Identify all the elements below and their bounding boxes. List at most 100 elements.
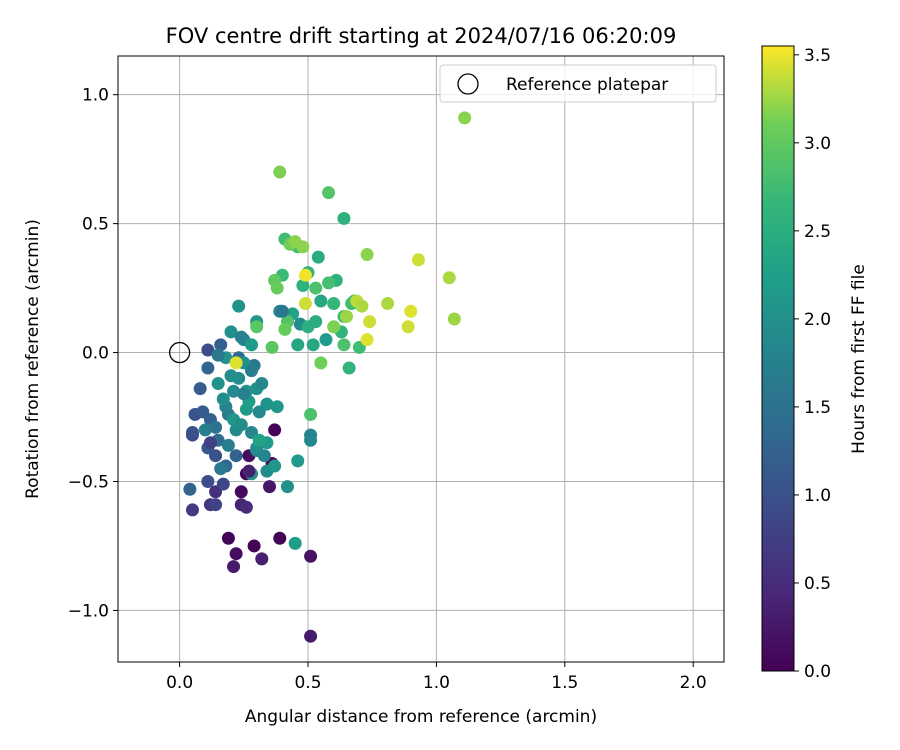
scatter-point — [342, 361, 356, 375]
scatter-point — [458, 111, 472, 125]
scatter-point — [211, 348, 225, 362]
scatter-point — [322, 276, 336, 290]
scatter-point — [273, 531, 287, 545]
scatter-point — [234, 485, 248, 499]
scatter-point — [227, 384, 241, 398]
legend: Reference platepar — [439, 64, 717, 103]
colorbar-label: Hours from first FF file — [849, 264, 869, 454]
scatter-point — [288, 536, 302, 550]
scatter-point — [247, 539, 261, 553]
scatter-point — [255, 376, 269, 390]
x-tick-label: 1.5 — [551, 673, 578, 693]
scatter-point — [442, 271, 456, 285]
x-tick-label: 1.0 — [423, 673, 450, 693]
scatter-point — [270, 400, 284, 414]
x-axis-ticks: 0.0 0.5 1.0 1.5 2.0 — [166, 662, 707, 693]
scatter-point — [275, 304, 289, 318]
scatter-point — [227, 560, 241, 574]
scatter-point — [404, 304, 418, 318]
scatter-point — [381, 297, 395, 311]
scatter-point — [209, 498, 223, 512]
scatter-point — [270, 281, 284, 295]
x-axis-label: Angular distance from reference (arcmin) — [245, 707, 597, 727]
scatter-point — [268, 459, 282, 473]
scatter-point — [234, 418, 248, 432]
scatter-point — [298, 268, 312, 282]
scatter-point — [201, 343, 215, 357]
scatter-point — [257, 449, 271, 463]
x-tick-label: 0.5 — [294, 673, 321, 693]
y-tick-label: 0.0 — [82, 344, 109, 364]
scatter-point — [211, 376, 225, 390]
scatter-point — [322, 186, 336, 200]
scatter-point — [278, 322, 292, 336]
scatter-point — [229, 356, 243, 370]
scatter-point — [304, 629, 318, 643]
legend-marker-reference — [457, 73, 479, 95]
scatter-point — [214, 462, 228, 476]
scatter-point — [304, 433, 318, 447]
scatter-point — [229, 547, 243, 561]
scatter-point — [355, 299, 369, 313]
scatter-point — [327, 297, 341, 311]
scatter-point — [250, 320, 264, 334]
scatter-point — [298, 297, 312, 311]
scatter-point — [183, 482, 197, 496]
scatter-point — [447, 312, 461, 326]
scatter-point — [229, 449, 243, 463]
scatter-point — [224, 325, 238, 339]
scatter-point — [198, 423, 212, 437]
colorbar-tick-label: 2.5 — [804, 222, 831, 242]
scatter-point — [304, 407, 318, 421]
scatter-point — [203, 436, 217, 450]
scatter-point — [296, 240, 310, 254]
colorbar-tick-label: 3.0 — [804, 134, 831, 154]
scatter-point — [232, 299, 246, 313]
scatter-point — [201, 474, 215, 488]
scatter-point — [360, 248, 374, 262]
y-tick-label: −0.5 — [68, 472, 109, 492]
scatter-point — [221, 531, 235, 545]
scatter-point — [337, 338, 351, 352]
scatter-point — [309, 315, 323, 329]
scatter-point — [216, 392, 230, 406]
colorbar-tick-label: 3.5 — [804, 46, 831, 66]
scatter-point — [234, 330, 248, 344]
scatter-point — [319, 333, 333, 347]
scatter-point — [306, 338, 320, 352]
scatter-point — [252, 405, 266, 419]
scatter-point — [245, 338, 259, 352]
scatter-point — [252, 433, 266, 447]
scatter-point — [242, 464, 256, 478]
scatter-point — [268, 423, 282, 437]
scatter-point — [185, 425, 199, 439]
scatter-point — [185, 503, 199, 517]
y-tick-label: 1.0 — [82, 86, 109, 106]
scatter-point — [340, 309, 354, 323]
scatter-point — [255, 552, 269, 566]
scatter-point — [280, 480, 294, 494]
scatter-point — [311, 250, 325, 264]
legend-box — [439, 64, 717, 103]
scatter-point — [360, 333, 374, 347]
scatter-point — [239, 500, 253, 514]
scatter-point — [263, 480, 276, 494]
scatter-point — [304, 549, 318, 563]
scatter-point — [314, 356, 328, 370]
scatter-point — [216, 477, 230, 491]
scatter-point — [291, 454, 305, 468]
reference-layer — [168, 341, 191, 364]
y-axis-ticks: −1.0 −0.5 0.0 0.5 1.0 — [68, 86, 118, 621]
scatter-point — [296, 279, 310, 293]
y-axis-label: Rotation from reference (arcmin) — [23, 219, 43, 499]
scatter-point — [214, 338, 228, 352]
scatter-point — [327, 320, 341, 334]
scatter-point — [363, 315, 377, 329]
y-tick-label: −1.0 — [68, 601, 109, 621]
colorbar-tick-label: 0.0 — [804, 662, 831, 682]
colorbar — [761, 45, 795, 672]
scatter-point — [201, 361, 215, 375]
scatter-point — [291, 338, 305, 352]
